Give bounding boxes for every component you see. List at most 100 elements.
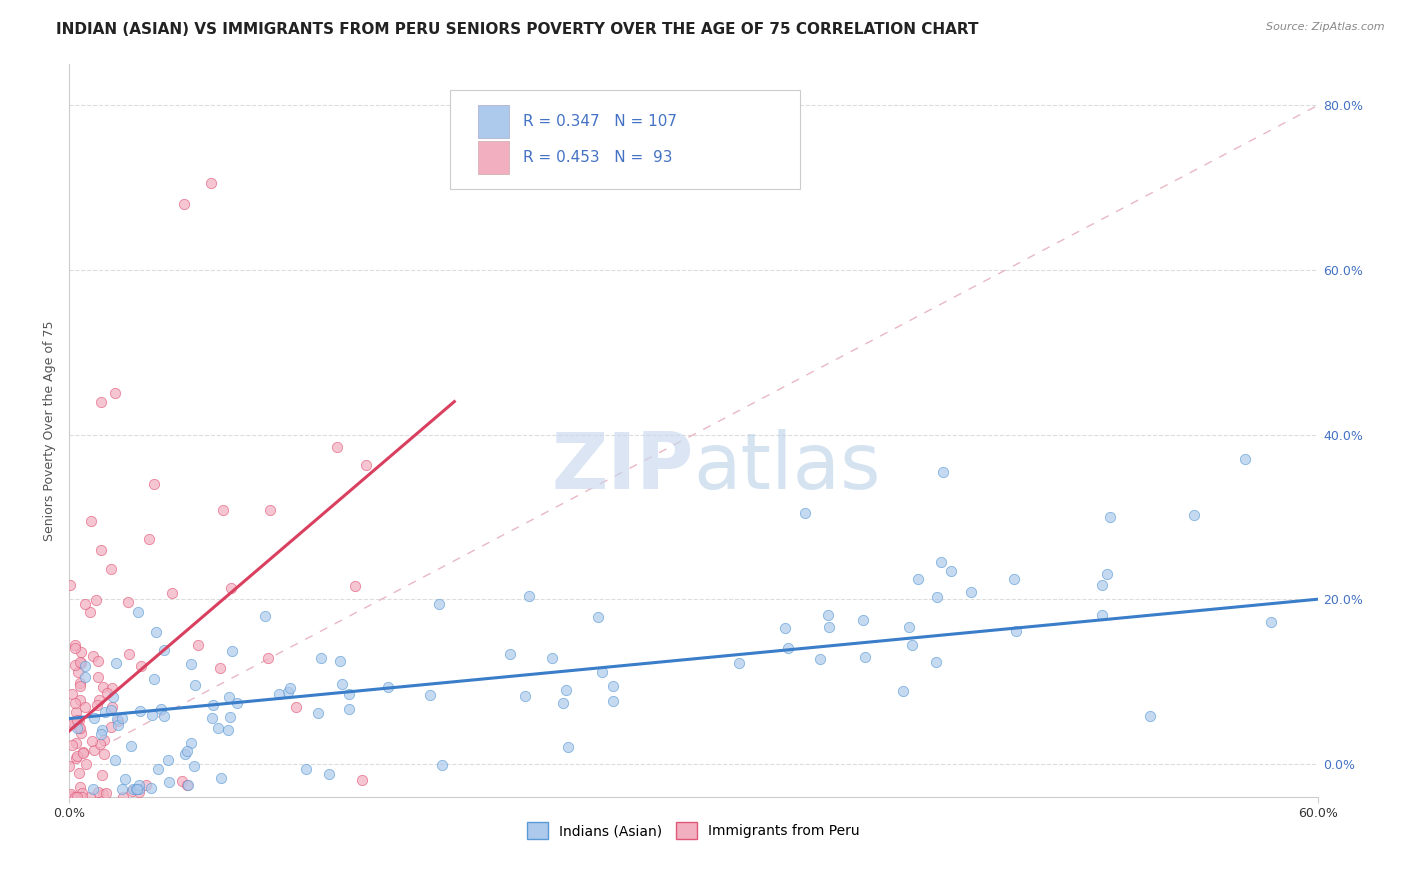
Indians (Asian)	[277, 685, 299, 699]
Immigrants from Peru	[354, 458, 377, 472]
Immigrants from Peru	[128, 785, 150, 799]
Indians (Asian)	[330, 677, 353, 691]
Immigrants from Peru	[66, 749, 89, 764]
Indians (Asian)	[278, 681, 301, 695]
Indians (Asian)	[1234, 452, 1257, 467]
Indians (Asian)	[498, 648, 520, 662]
Indians (Asian)	[555, 683, 578, 698]
Indians (Asian)	[111, 711, 134, 725]
Immigrants from Peru	[100, 561, 122, 575]
Immigrants from Peru	[60, 687, 83, 701]
Indians (Asian)	[318, 767, 340, 781]
Immigrants from Peru	[63, 716, 86, 731]
Indians (Asian)	[960, 585, 983, 599]
Immigrants from Peru	[69, 655, 91, 669]
Indians (Asian)	[143, 673, 166, 687]
Immigrants from Peru	[62, 716, 84, 731]
Immigrants from Peru	[160, 585, 183, 599]
Immigrants from Peru	[200, 177, 222, 191]
Immigrants from Peru	[69, 722, 91, 736]
Indians (Asian)	[294, 763, 316, 777]
Legend: Indians (Asian), Immigrants from Peru: Indians (Asian), Immigrants from Peru	[522, 817, 866, 845]
Immigrants from Peru	[63, 639, 86, 653]
Indians (Asian)	[309, 651, 332, 665]
Immigrants from Peru	[135, 779, 157, 793]
Indians (Asian)	[75, 658, 97, 673]
Indians (Asian)	[932, 465, 955, 479]
Indians (Asian)	[900, 638, 922, 652]
Indians (Asian)	[149, 702, 172, 716]
Indians (Asian)	[793, 506, 815, 520]
Indians (Asian)	[925, 655, 948, 669]
Indians (Asian)	[267, 687, 290, 701]
Indians (Asian)	[1260, 615, 1282, 629]
Immigrants from Peru	[59, 578, 82, 592]
Indians (Asian)	[602, 694, 624, 708]
Immigrants from Peru	[60, 738, 83, 752]
Indians (Asian)	[430, 757, 453, 772]
Immigrants from Peru	[87, 693, 110, 707]
Immigrants from Peru	[219, 582, 242, 596]
Indians (Asian)	[90, 727, 112, 741]
Immigrants from Peru	[131, 659, 153, 673]
Immigrants from Peru	[87, 785, 110, 799]
Indians (Asian)	[148, 762, 170, 776]
Immigrants from Peru	[121, 784, 143, 798]
Indians (Asian)	[121, 739, 143, 754]
Immigrants from Peru	[69, 679, 91, 693]
Indians (Asian)	[114, 772, 136, 786]
Immigrants from Peru	[69, 693, 91, 707]
Indians (Asian)	[125, 781, 148, 796]
Indians (Asian)	[513, 690, 536, 704]
Indians (Asian)	[176, 744, 198, 758]
Indians (Asian)	[728, 656, 751, 670]
Immigrants from Peru	[59, 787, 82, 801]
Indians (Asian)	[105, 657, 128, 671]
Indians (Asian)	[1098, 509, 1121, 524]
Indians (Asian)	[852, 613, 875, 627]
Immigrants from Peru	[65, 736, 87, 750]
Immigrants from Peru	[350, 773, 373, 788]
Indians (Asian)	[591, 665, 613, 680]
Immigrants from Peru	[285, 699, 308, 714]
Indians (Asian)	[817, 607, 839, 622]
Immigrants from Peru	[69, 726, 91, 740]
Y-axis label: Seniors Poverty Over the Age of 75: Seniors Poverty Over the Age of 75	[44, 320, 56, 541]
Indians (Asian)	[225, 696, 247, 710]
Indians (Asian)	[201, 711, 224, 725]
Indians (Asian)	[221, 643, 243, 657]
Immigrants from Peru	[117, 595, 139, 609]
Indians (Asian)	[254, 608, 277, 623]
Immigrants from Peru	[91, 680, 114, 694]
Text: Source: ZipAtlas.com: Source: ZipAtlas.com	[1267, 22, 1385, 32]
Indians (Asian)	[551, 696, 574, 710]
Indians (Asian)	[307, 706, 329, 721]
Indians (Asian)	[377, 680, 399, 694]
Immigrants from Peru	[170, 774, 193, 789]
Indians (Asian)	[100, 703, 122, 717]
FancyBboxPatch shape	[478, 105, 509, 138]
Indians (Asian)	[128, 781, 150, 796]
Indians (Asian)	[153, 643, 176, 657]
Immigrants from Peru	[142, 477, 165, 491]
Immigrants from Peru	[90, 394, 112, 409]
Indians (Asian)	[337, 687, 360, 701]
Immigrants from Peru	[67, 714, 90, 728]
Immigrants from Peru	[107, 714, 129, 728]
Indians (Asian)	[1004, 572, 1026, 586]
Indians (Asian)	[217, 723, 239, 737]
Immigrants from Peru	[80, 514, 103, 528]
Immigrants from Peru	[66, 714, 89, 728]
Indians (Asian)	[419, 688, 441, 702]
Immigrants from Peru	[63, 658, 86, 673]
Indians (Asian)	[82, 781, 104, 796]
Indians (Asian)	[141, 708, 163, 723]
Immigrants from Peru	[86, 654, 108, 668]
Indians (Asian)	[125, 781, 148, 796]
Immigrants from Peru	[70, 645, 93, 659]
Immigrants from Peru	[69, 656, 91, 670]
Indians (Asian)	[907, 572, 929, 586]
Indians (Asian)	[588, 609, 610, 624]
Immigrants from Peru	[83, 742, 105, 756]
Indians (Asian)	[1091, 607, 1114, 622]
